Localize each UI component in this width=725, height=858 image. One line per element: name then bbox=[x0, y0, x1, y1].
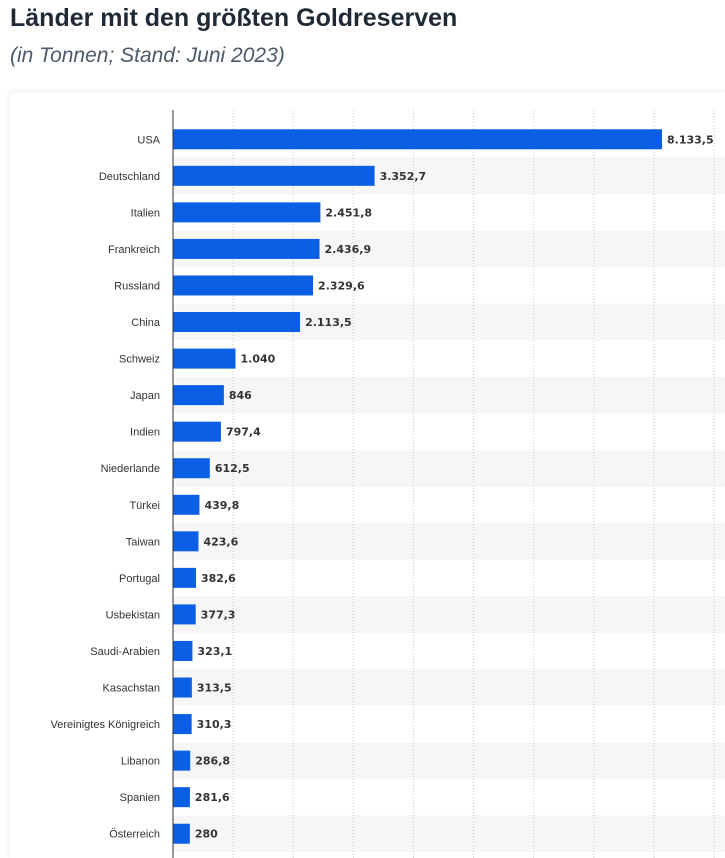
bar bbox=[173, 750, 191, 771]
row-band bbox=[173, 523, 725, 560]
bar bbox=[173, 640, 193, 661]
value-label: 846 bbox=[229, 389, 252, 402]
value-label: 2.329,6 bbox=[318, 279, 365, 292]
value-label: 286,8 bbox=[195, 755, 230, 768]
chart-subtitle: (in Tonnen; Stand: Juni 2023) bbox=[10, 44, 285, 67]
chart-title: Länder mit den größten Goldreserven bbox=[10, 4, 458, 32]
value-label: 439,8 bbox=[204, 499, 239, 512]
category-label: Österreich bbox=[109, 829, 160, 841]
value-label: 612,5 bbox=[215, 462, 250, 475]
bar bbox=[173, 238, 320, 259]
value-label: 323,1 bbox=[197, 645, 232, 658]
value-label: 797,4 bbox=[226, 426, 261, 439]
value-label: 8.133,5 bbox=[667, 133, 714, 146]
value-label: 3.352,7 bbox=[380, 170, 427, 183]
category-label: Italien bbox=[131, 207, 160, 219]
category-label: Deutschland bbox=[99, 171, 160, 183]
row-band bbox=[173, 596, 725, 633]
value-label: 280 bbox=[195, 828, 218, 841]
bar bbox=[173, 823, 190, 844]
row-band bbox=[173, 669, 725, 706]
row-band bbox=[173, 449, 725, 487]
row-band bbox=[173, 815, 725, 852]
bar bbox=[173, 421, 221, 442]
bar bbox=[173, 494, 200, 515]
value-label: 2.451,8 bbox=[325, 206, 372, 219]
value-label: 2.436,9 bbox=[325, 243, 372, 256]
category-label: Japan bbox=[130, 390, 160, 402]
bar bbox=[173, 348, 236, 369]
value-label: 310,3 bbox=[197, 718, 232, 731]
bar bbox=[173, 787, 190, 808]
category-label: Niederlande bbox=[101, 463, 160, 475]
bar bbox=[173, 275, 314, 296]
bar bbox=[173, 604, 196, 625]
category-label: Türkei bbox=[129, 500, 160, 512]
value-label: 1.040 bbox=[241, 353, 276, 366]
row-band bbox=[173, 742, 725, 779]
value-label: 382,6 bbox=[201, 572, 236, 585]
category-label: Schweiz bbox=[119, 354, 160, 366]
category-label: Libanon bbox=[121, 756, 160, 768]
category-label: Indien bbox=[130, 427, 160, 439]
category-label: USA bbox=[137, 134, 160, 146]
category-label: Kasachstan bbox=[103, 683, 160, 695]
category-label: Spanien bbox=[120, 792, 160, 804]
category-label: Portugal bbox=[119, 573, 160, 585]
bar bbox=[173, 567, 197, 588]
category-label: Taiwan bbox=[126, 536, 160, 548]
category-label: Saudi-Arabien bbox=[90, 646, 160, 658]
value-label: 281,6 bbox=[195, 791, 230, 804]
category-label: Frankreich bbox=[108, 244, 160, 256]
bar bbox=[173, 165, 375, 186]
category-label: Russland bbox=[114, 280, 160, 292]
bar bbox=[173, 531, 199, 552]
bar bbox=[173, 385, 224, 406]
value-label: 2.113,5 bbox=[305, 316, 352, 329]
chart-card: USA 8.133,5 Deutschland 3.352,7 Italien 2.451… bbox=[10, 92, 725, 858]
category-label: Usbekistan bbox=[106, 609, 160, 621]
bar bbox=[173, 677, 192, 698]
bar bbox=[173, 129, 662, 150]
value-label: 377,3 bbox=[201, 608, 236, 621]
value-label: 313,5 bbox=[197, 682, 232, 695]
category-label: Vereinigtes Königreich bbox=[51, 719, 160, 731]
bar bbox=[173, 458, 210, 479]
bar-chart: USA 8.133,5 Deutschland 3.352,7 Italien 2.451… bbox=[51, 110, 725, 858]
bar bbox=[173, 312, 301, 333]
bar bbox=[173, 202, 321, 223]
bar bbox=[173, 714, 192, 735]
value-label: 423,6 bbox=[203, 535, 238, 548]
row-band bbox=[173, 376, 725, 414]
category-label: China bbox=[131, 317, 161, 329]
